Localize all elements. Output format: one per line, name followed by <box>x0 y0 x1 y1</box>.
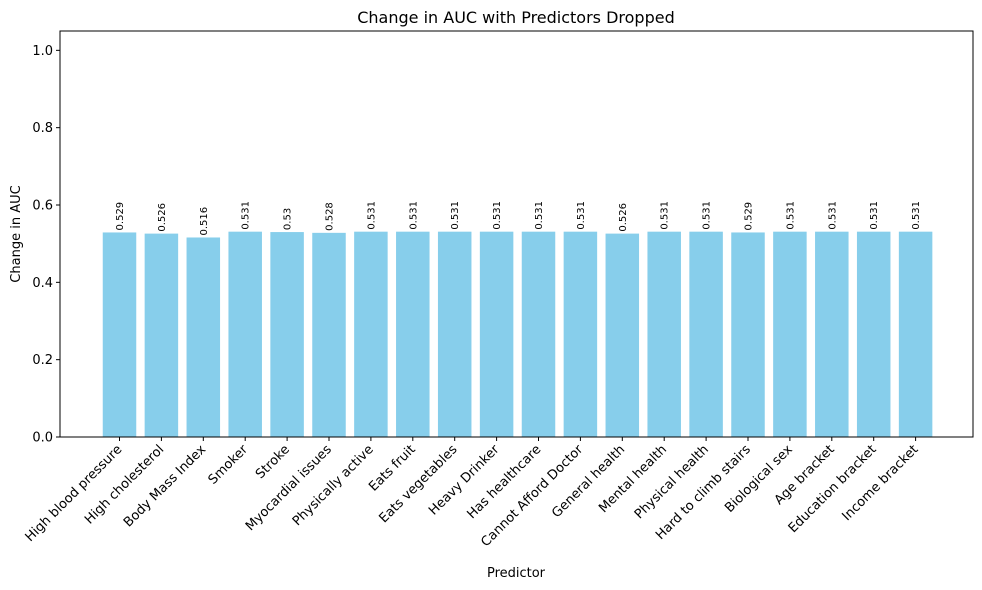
bar <box>773 231 807 437</box>
bar <box>563 231 598 437</box>
y-tick-label: 0.0 <box>32 431 53 446</box>
bar <box>102 232 137 437</box>
bar <box>228 231 262 437</box>
y-axis-label: Change in AUC <box>9 185 24 282</box>
bar <box>856 231 891 437</box>
bar <box>521 231 556 437</box>
x-tick-label: Body Mass Index <box>121 442 209 530</box>
y-tick-label: 0.2 <box>32 353 53 368</box>
bar-value-label: 0.531 <box>911 201 922 230</box>
bar <box>312 232 346 437</box>
x-tick-label: Income bracket <box>840 442 922 524</box>
chart-title: Change in AUC with Predictors Dropped <box>357 8 675 27</box>
bar <box>815 231 849 437</box>
bar <box>647 231 681 437</box>
y-tick-label: 0.4 <box>32 276 53 291</box>
bar-value-label: 0.531 <box>869 201 880 230</box>
bar-value-label: 0.53 <box>283 208 294 230</box>
y-tick-label: 0.6 <box>32 199 53 214</box>
bar-value-label: 0.526 <box>618 203 629 232</box>
bar <box>186 237 221 437</box>
y-tick-label: 0.8 <box>32 121 53 136</box>
bar <box>396 231 430 437</box>
bar-value-label: 0.531 <box>450 201 461 230</box>
bar <box>731 232 765 437</box>
x-tick-label: General health <box>549 442 628 521</box>
x-tick-label: Smoker <box>206 442 252 488</box>
bar-value-label: 0.531 <box>576 201 587 230</box>
bar <box>144 233 179 437</box>
bar-value-label: 0.531 <box>492 201 503 230</box>
bar <box>605 233 640 437</box>
x-tick-label: Has healthcare <box>464 442 544 522</box>
y-tick-label: 1.0 <box>32 44 53 59</box>
bar <box>354 231 388 437</box>
bar-value-label: 0.531 <box>785 201 796 230</box>
bar-value-label: 0.529 <box>115 202 126 231</box>
bar-value-label: 0.531 <box>660 201 671 230</box>
bar <box>898 231 933 437</box>
bar-value-label: 0.528 <box>325 202 336 231</box>
bar-value-label: 0.531 <box>366 201 377 230</box>
bar-value-label: 0.531 <box>534 201 545 230</box>
bar-value-label: 0.526 <box>157 203 168 232</box>
x-axis-label: Predictor <box>487 566 546 581</box>
bar-value-label: 0.531 <box>241 201 252 230</box>
x-tick-label: High cholesterol <box>82 442 167 527</box>
bar-value-label: 0.529 <box>744 202 755 231</box>
bar-value-label: 0.531 <box>827 201 838 230</box>
bar-value-label: 0.531 <box>702 201 713 230</box>
x-tick-label: Physical health <box>632 442 712 522</box>
x-tick-label: Eats vegetables <box>377 442 461 526</box>
bar-value-label: 0.516 <box>199 207 210 236</box>
x-tick-label: Stroke <box>253 442 293 482</box>
bar <box>437 231 472 437</box>
plot-frame <box>59 30 974 438</box>
bar <box>689 231 723 437</box>
bar <box>479 231 514 437</box>
bar <box>270 232 304 437</box>
x-tick-label: Physically active <box>290 442 377 529</box>
bar-value-label: 0.531 <box>408 201 419 230</box>
